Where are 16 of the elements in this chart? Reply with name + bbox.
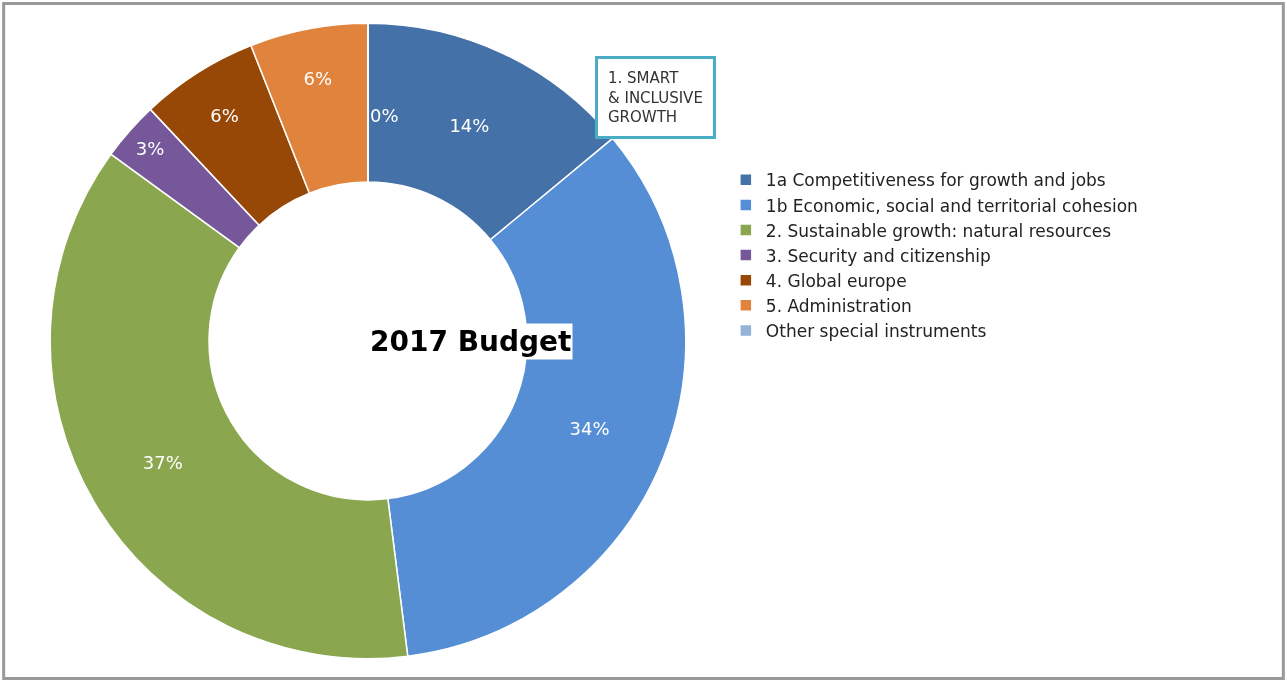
data-label: 14%	[449, 114, 490, 136]
text: 2017 Budget	[370, 325, 572, 358]
legend-label: 4. Global europe	[765, 270, 907, 291]
legend-label: 3. Security and citizenship	[765, 245, 991, 266]
legend-label: Other special instruments	[765, 321, 987, 342]
legend-label: 1b Economic, social and territorial cohesion	[765, 195, 1138, 216]
legend-label: 1a Competitiveness for growth and jobs	[765, 170, 1106, 191]
data-label: 3%	[135, 138, 165, 160]
data-label: 34%	[569, 418, 610, 440]
legend-label: 2. Sustainable growth: natural resources	[765, 220, 1112, 241]
data-label: 6%	[210, 104, 239, 126]
data-label: 6%	[303, 67, 333, 89]
text: 0%	[370, 105, 399, 126]
legend-label: 5. Administration	[765, 295, 912, 316]
data-label: 37%	[142, 451, 183, 473]
text: 1. SMART & INCLUSIVE GROWTH	[608, 69, 703, 126]
